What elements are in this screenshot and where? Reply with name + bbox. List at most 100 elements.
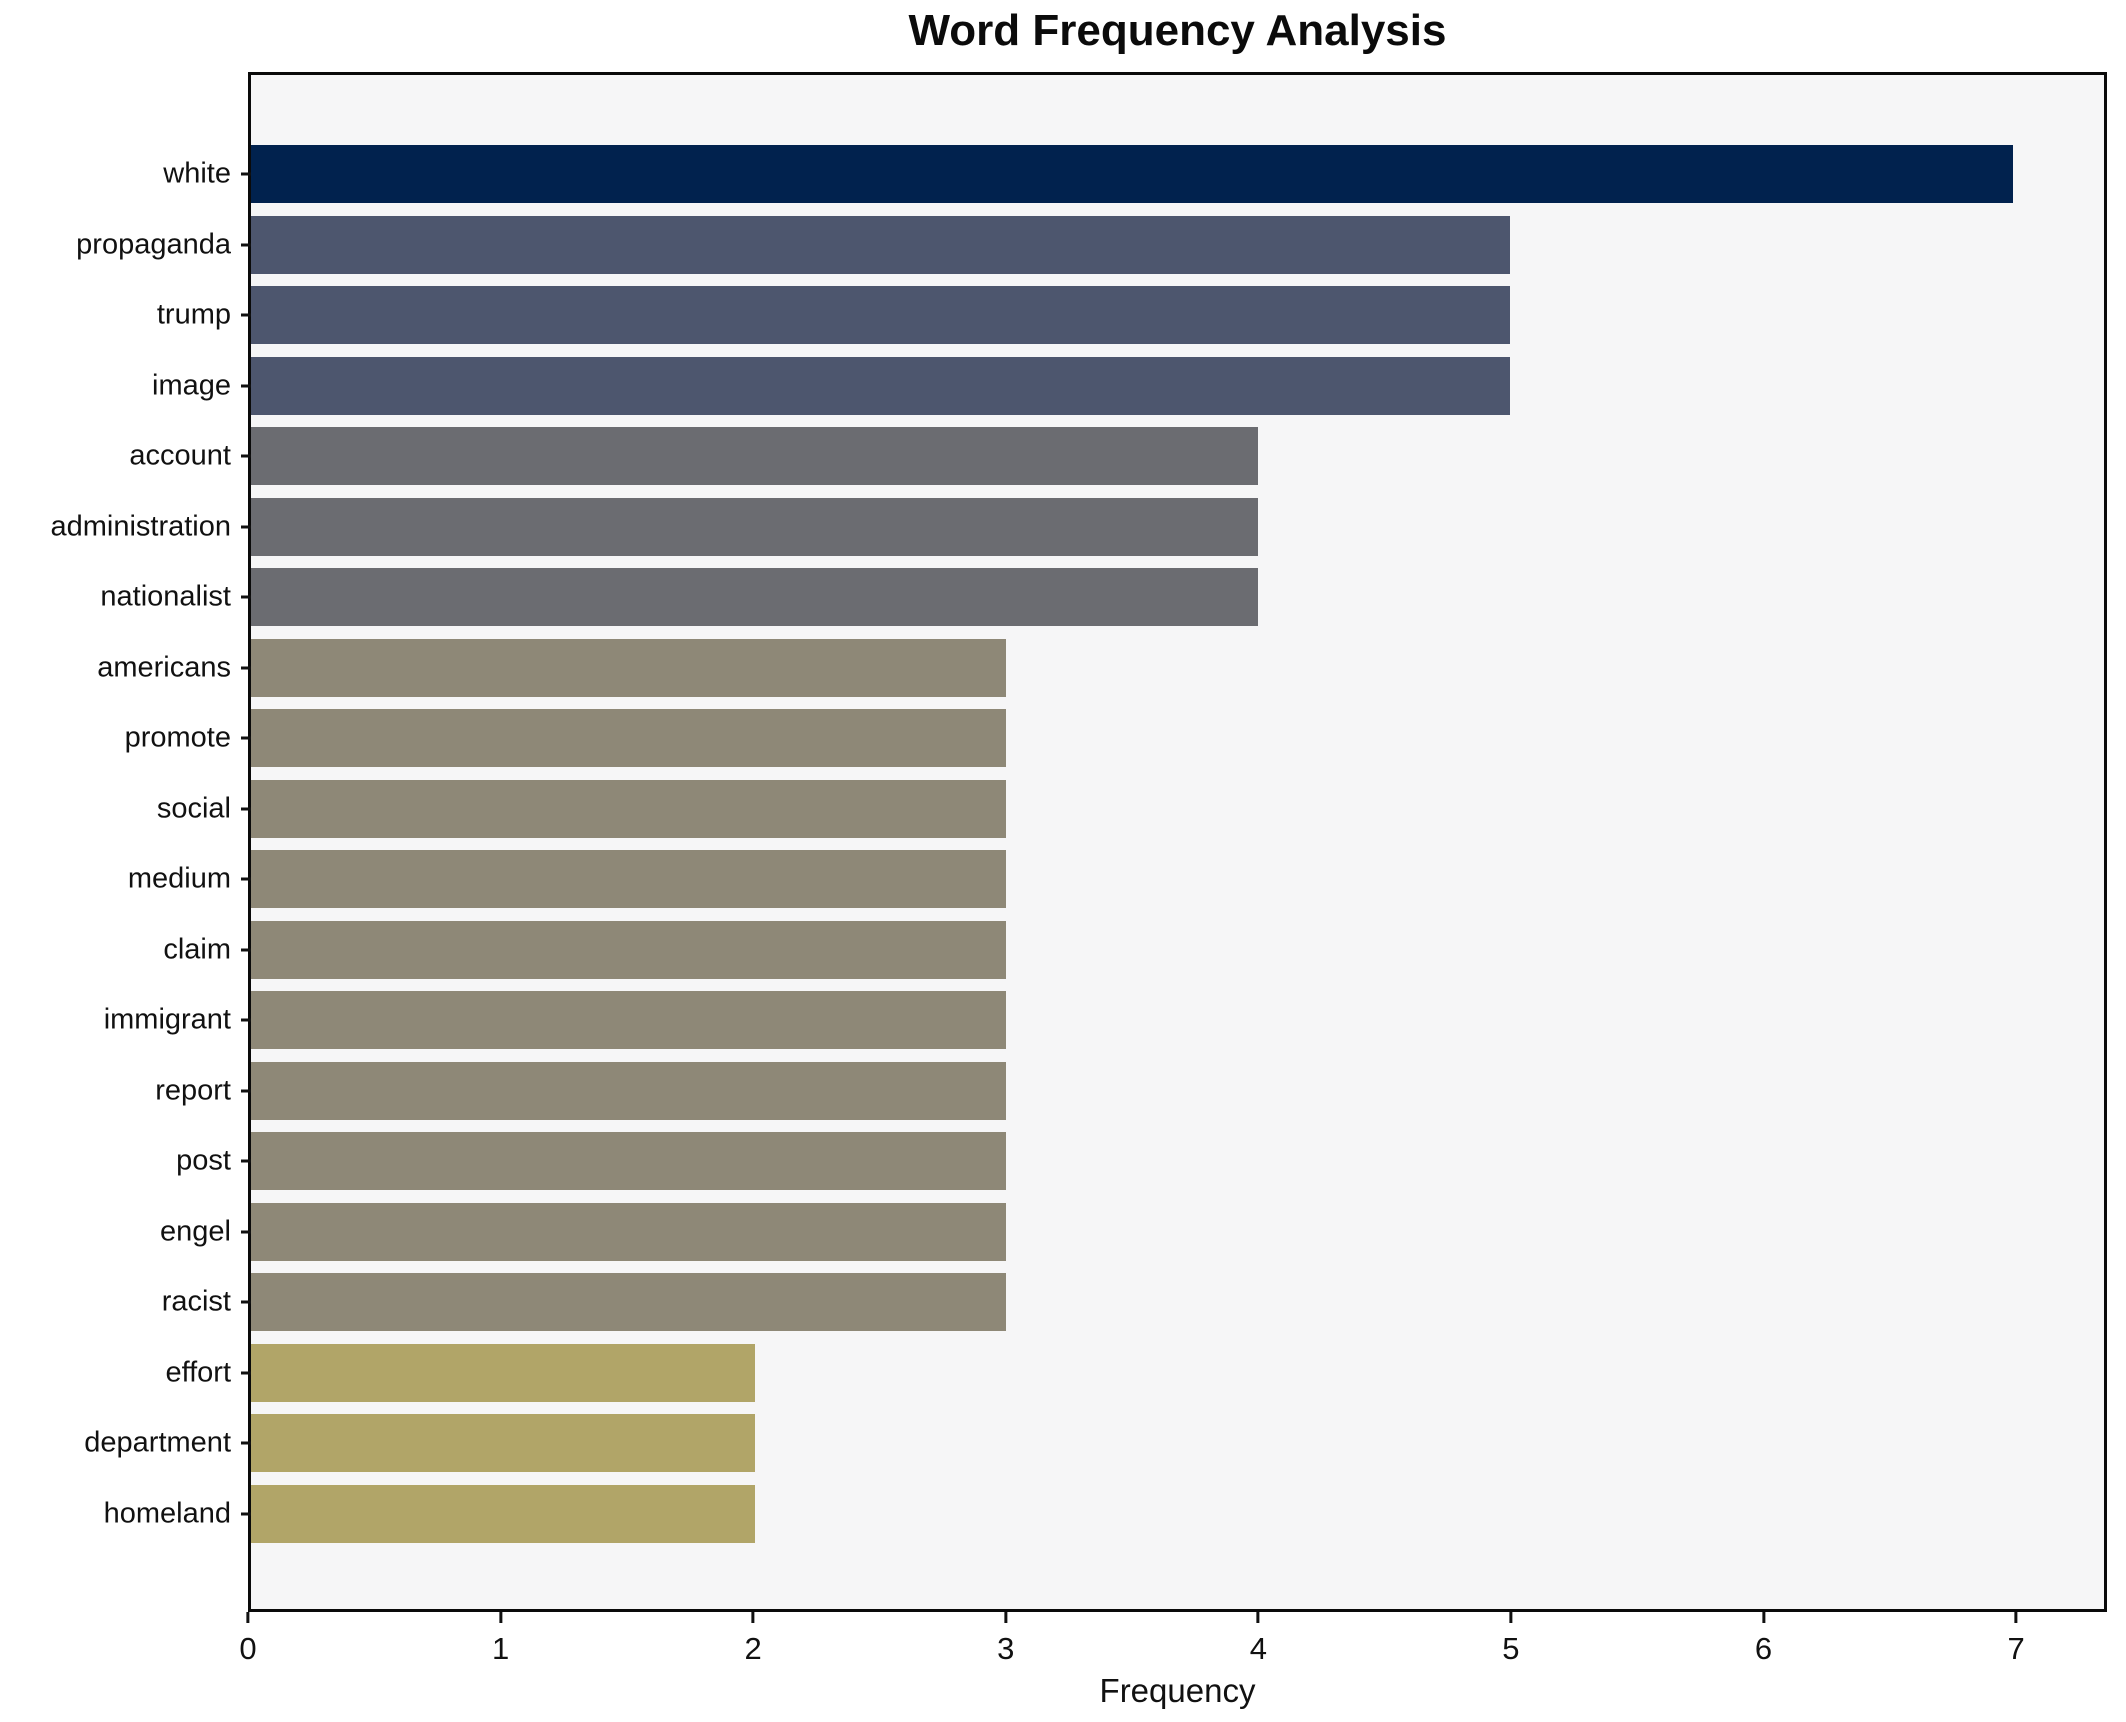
y-tick-mark [241,1512,251,1516]
bar-medium [251,850,1007,909]
y-tick-mark [241,384,251,388]
bar-white [251,145,2014,203]
bar-propaganda [251,215,1510,274]
bar-row: image [152,351,2104,421]
bar-account [251,427,1259,486]
x-tick-label: 5 [1502,1631,1520,1666]
bar-promote [251,709,1007,768]
x-tick-mark [1509,1612,1513,1623]
y-tick-mark [241,1371,251,1375]
bar-row: administration [50,492,2104,562]
bar-image [251,356,1510,415]
x-tick-label: 2 [744,1631,762,1666]
bar-homeland [251,1484,755,1543]
bar-row: effort [165,1338,2104,1408]
bar-row: social [157,774,2104,844]
y-tick-label: social [156,792,231,825]
y-tick-mark [241,313,251,317]
y-tick-mark [241,666,251,670]
bar-row: immigrant [104,985,2104,1055]
y-tick-mark [241,243,251,247]
y-tick-label: white [163,157,231,190]
bar-trump [251,286,1510,345]
y-tick-mark [241,1089,251,1093]
x-tick-mark [1004,1612,1008,1623]
y-tick-label: claim [163,933,231,966]
bar-row: nationalist [100,562,2104,632]
bar-row: post [176,1126,2104,1196]
y-tick-mark [241,736,251,740]
y-tick-label: account [129,439,231,472]
bar-row: department [84,1408,2104,1478]
y-tick-label: nationalist [100,580,231,613]
y-tick-mark [241,1230,251,1234]
bar-engel [251,1202,1007,1261]
y-tick-label: racist [161,1285,231,1318]
y-tick-mark [241,948,251,952]
x-tick-label: 6 [1754,1631,1773,1666]
bar-racist [251,1273,1007,1332]
bar-social [251,779,1007,838]
bar-row: americans [97,633,2104,703]
y-tick-label: propaganda [76,228,231,261]
y-tick-mark [241,1018,251,1022]
bar-row: white [163,139,2104,209]
bar-row: report [155,1056,2104,1126]
x-tick-label: 3 [997,1631,1015,1666]
x-tick: 4 [1250,1612,1267,1667]
y-tick-mark [241,172,251,176]
x-tick: 2 [745,1612,762,1667]
y-tick-label: administration [50,510,231,543]
bar-row: medium [128,844,2104,914]
y-tick-mark [241,1441,251,1445]
x-tick: 6 [1755,1612,1772,1667]
y-tick-label: immigrant [103,1003,231,1036]
y-tick-label: engel [160,1215,231,1248]
bar-row: propaganda [76,210,2104,280]
y-tick-label: report [155,1074,231,1107]
bar-nationalist [251,568,1259,627]
y-tick-label: department [84,1426,231,1459]
x-axis-label: Frequency [1099,1672,1256,1709]
y-tick-label: effort [165,1356,231,1389]
bar-row: racist [162,1267,2104,1337]
y-tick-label: americans [97,651,231,684]
x-tick-mark [499,1612,503,1623]
x-tick-mark [751,1612,755,1623]
bar-report [251,1061,1007,1120]
y-tick-mark [241,1300,251,1304]
bar-claim [251,920,1007,979]
x-tick-mark [1761,1612,1765,1623]
x-tick: 0 [239,1612,257,1667]
bar-effort [251,1343,755,1402]
x-tick: 7 [2007,1612,2025,1667]
bars-container: white propaganda trump image account administ… [50,139,2104,1549]
y-tick-label: post [176,1144,231,1177]
bar-post [251,1132,1007,1191]
y-tick-label: homeland [103,1497,231,1530]
x-tick-mark [246,1612,250,1623]
chart-title: Word Frequency Analysis [908,6,1447,55]
x-tick: 5 [1502,1612,1520,1667]
bar-row: homeland [104,1479,2104,1549]
x-tick-label: 4 [1249,1631,1267,1666]
bar-row: promote [125,703,2104,773]
plot-area: white propaganda trump image account administ… [50,72,2107,1612]
y-tick-mark [241,454,251,458]
bar-americans [251,638,1007,697]
x-tick-label: 0 [239,1631,257,1666]
y-tick-mark [241,807,251,811]
y-tick-label: promote [124,721,231,754]
x-tick-label: 7 [2007,1631,2025,1666]
bar-row: account [129,421,2104,491]
bar-immigrant [251,991,1007,1050]
bar-row: claim [163,915,2104,985]
y-tick-label: image [152,369,231,402]
y-tick-mark [241,595,251,599]
x-tick-mark [1256,1612,1260,1623]
bar-row: engel [160,1197,2104,1267]
x-tick-mark [2014,1612,2018,1623]
y-tick-mark [241,1159,251,1163]
x-tick: 3 [997,1612,1014,1667]
x-tick-label: 1 [491,1631,510,1666]
